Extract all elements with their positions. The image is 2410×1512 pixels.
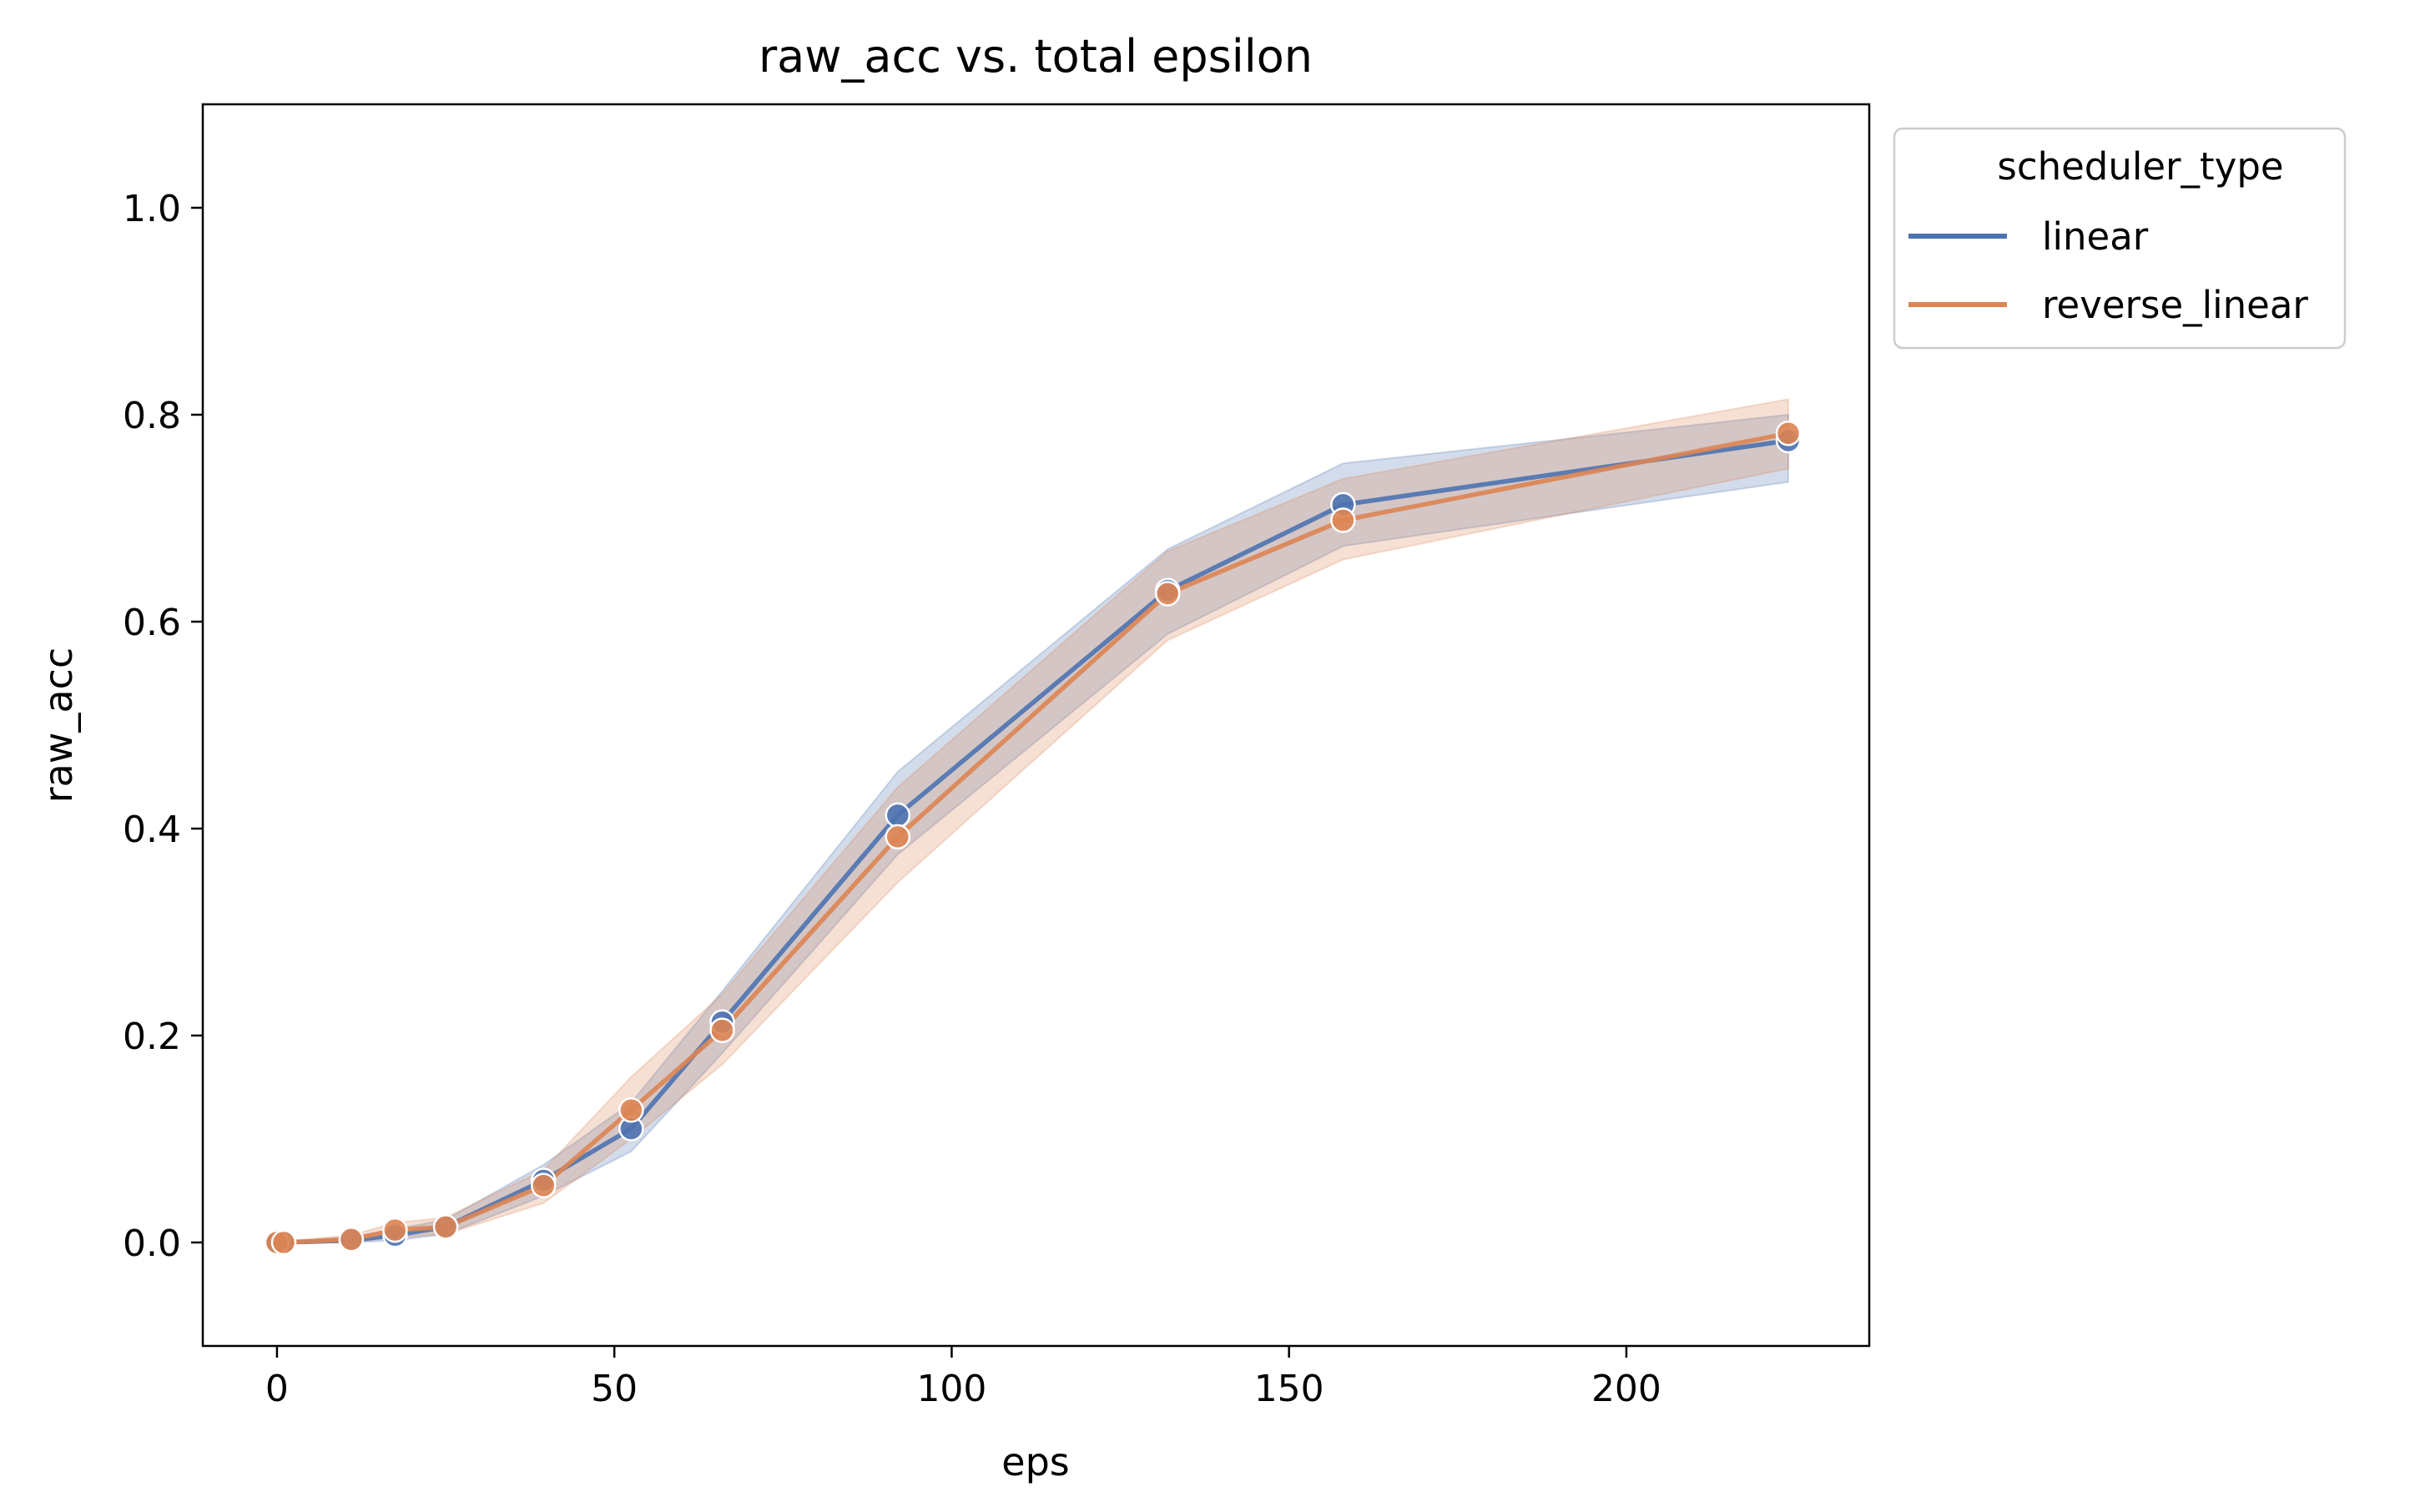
- y-tick-label: 0.6: [123, 602, 181, 644]
- x-tick-label: 150: [1254, 1368, 1324, 1410]
- x-axis-label: eps: [1001, 1439, 1069, 1484]
- y-tick-label: 0.8: [123, 395, 181, 437]
- data-point-reverse-linear: [709, 1017, 735, 1044]
- x-tick-label: 0: [265, 1368, 289, 1410]
- y-axis: 0.0 0.2 0.4 0.6 0.8 1.0: [123, 188, 203, 1265]
- data-point-linear: [885, 802, 911, 829]
- data-point-reverse-linear: [1330, 507, 1356, 533]
- axes-frame: [201, 103, 1871, 1348]
- data-point-reverse-linear: [432, 1214, 459, 1240]
- legend: scheduler_type linear reverse_linear: [1893, 127, 2347, 350]
- legend-box: [1893, 127, 2347, 350]
- data-point-reverse-linear: [270, 1229, 297, 1256]
- x-tick-label: 50: [591, 1368, 638, 1410]
- data-point-reverse-linear: [338, 1227, 365, 1252]
- data-point-reverse-linear: [885, 824, 911, 850]
- x-tick-label: 100: [916, 1368, 986, 1410]
- y-tick-label: 0.0: [123, 1222, 181, 1265]
- data-point-reverse-linear: [618, 1097, 644, 1123]
- legend-label-linear: linear: [2042, 214, 2149, 259]
- data-point-reverse-linear: [1775, 421, 1802, 446]
- data-point-reverse-linear: [382, 1217, 408, 1243]
- legend-title: scheduler_type: [1997, 144, 2283, 189]
- y-tick-label: 1.0: [123, 188, 181, 230]
- y-tick-label: 0.4: [123, 809, 181, 851]
- x-axis: 0 50 100 150 200: [265, 1346, 1661, 1410]
- legend-label-reverse-linear: reverse_linear: [2042, 283, 2308, 327]
- y-axis-label: raw_acc: [36, 648, 81, 804]
- x-tick-label: 200: [1591, 1368, 1661, 1410]
- y-tick-label: 0.2: [123, 1016, 181, 1058]
- chart-title: raw_acc vs. total epsilon: [759, 30, 1313, 83]
- data-point-reverse-linear: [1154, 581, 1181, 607]
- plot-area: [264, 398, 1802, 1256]
- data-point-reverse-linear: [531, 1172, 557, 1199]
